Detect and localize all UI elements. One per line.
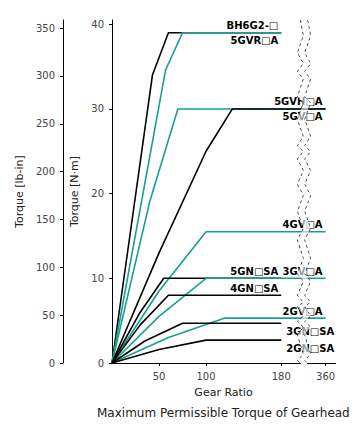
svg-text:Torque [lb-in]: Torque [lb-in]: [13, 155, 26, 229]
svg-text:50: 50: [42, 310, 55, 321]
svg-text:2GN□SA: 2GN□SA: [286, 343, 334, 354]
svg-text:4GN□SA: 4GN□SA: [230, 283, 278, 294]
svg-text:Torque [N·m]: Torque [N·m]: [68, 156, 81, 228]
svg-text:360: 360: [316, 371, 335, 382]
svg-text:20: 20: [91, 188, 104, 199]
svg-text:5GVR□A: 5GVR□A: [230, 35, 278, 46]
svg-text:2GV□A: 2GV□A: [282, 305, 323, 317]
svg-text:300: 300: [36, 70, 55, 81]
svg-text:50: 50: [153, 371, 166, 382]
svg-text:4GV□A: 4GV□A: [282, 219, 323, 231]
svg-text:100: 100: [197, 371, 216, 382]
svg-text:BH6G2-□: BH6G2-□: [227, 20, 279, 31]
svg-text:3GV□A: 3GV□A: [282, 265, 323, 277]
svg-text:40: 40: [91, 19, 104, 30]
svg-text:150: 150: [36, 214, 55, 225]
svg-text:250: 250: [36, 118, 55, 129]
svg-text:350: 350: [36, 23, 55, 34]
svg-text:100: 100: [36, 262, 55, 273]
svg-text:Maximum Permissible Torque of: Maximum Permissible Torque of Gearhead: [97, 406, 350, 420]
svg-text:5GN□SA: 5GN□SA: [230, 266, 278, 277]
svg-text:0: 0: [49, 358, 55, 369]
svg-text:Gear Ratio: Gear Ratio: [194, 386, 253, 399]
svg-text:10: 10: [91, 273, 104, 284]
svg-text:5GV□A: 5GV□A: [282, 111, 323, 123]
svg-text:180: 180: [272, 371, 291, 382]
svg-text:0: 0: [98, 358, 104, 369]
svg-text:3GN□SA: 3GN□SA: [286, 326, 334, 337]
svg-text:200: 200: [36, 166, 55, 177]
svg-text:5GVH□A: 5GVH□A: [274, 96, 323, 108]
svg-text:30: 30: [91, 103, 104, 114]
